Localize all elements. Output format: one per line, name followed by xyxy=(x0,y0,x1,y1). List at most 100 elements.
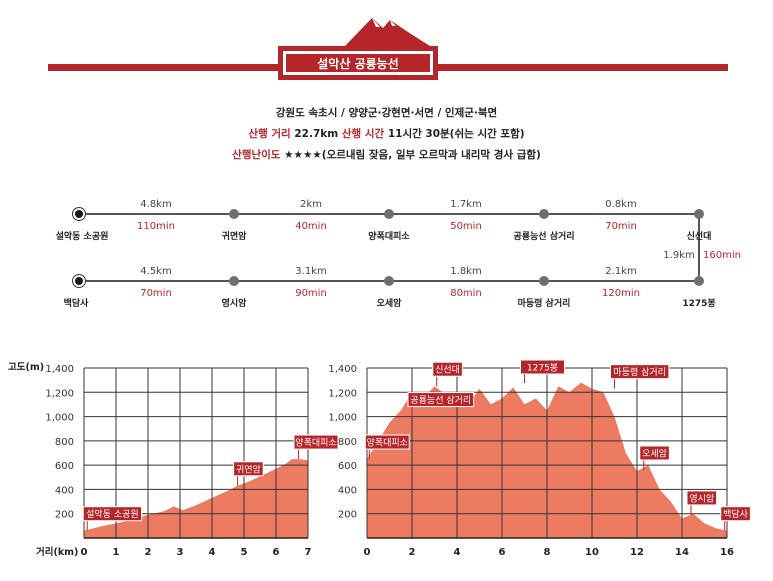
segment-distance: 0.8km xyxy=(605,199,637,210)
y-tick-label: 600 xyxy=(338,461,357,472)
route-node xyxy=(384,209,394,219)
y-tick-label: 1,400 xyxy=(45,364,74,375)
annotation-box xyxy=(720,506,751,522)
annotation-label: 마등령 삼거리 xyxy=(613,366,666,378)
segment-distance: 2.1km xyxy=(605,266,637,277)
segment-distance: 1.8km xyxy=(450,266,482,277)
x-tick-label: 6 xyxy=(499,547,506,558)
difficulty-label: 산행난이도 xyxy=(232,149,281,161)
route-point-label: 영시암 xyxy=(221,299,247,309)
x-tick-label: 1 xyxy=(113,547,120,558)
route-point-label: 백담사 xyxy=(63,299,89,309)
mountain-icon xyxy=(345,18,430,46)
annotation-box xyxy=(432,361,463,377)
y-tick-label: 200 xyxy=(338,510,357,521)
difficulty-line: 산행난이도 ★★★★(오르내림 잦음, 일부 오르막과 내리막 경사 급함) xyxy=(0,147,773,162)
x-tick-label: 4 xyxy=(454,547,461,558)
distance-time-line: 산행 거리 22.7km 산행 시간 11시간 30분(쉬는 시간 포함) xyxy=(0,126,773,141)
segment-time: 40min xyxy=(295,221,327,232)
annotation-label: 영시암 xyxy=(689,492,714,504)
annotation-box xyxy=(293,434,339,450)
region-text: 강원도 속초시 / 양양군·강현면·서면 / 인제군·북면 xyxy=(275,107,498,119)
segment-time: 70min xyxy=(140,288,172,299)
route-point-label: 1275봉 xyxy=(682,299,716,309)
segment-time: 120min xyxy=(602,288,640,299)
x-tick-label: 8 xyxy=(544,547,551,558)
annotation-label: 1275봉 xyxy=(527,363,558,374)
x-tick-label: 0 xyxy=(364,547,371,558)
x-tick-label: 2 xyxy=(409,547,416,558)
x-tick-label: 0 xyxy=(81,547,88,558)
annotation-box xyxy=(82,506,143,522)
route-node xyxy=(229,209,239,219)
connector-time: 160min xyxy=(703,250,741,261)
elevation-chart-2: 0 2 4 6 8 10 12 14 16 200 400 600 800 1,000 1,200 1,400… xyxy=(328,359,751,558)
route-node xyxy=(539,276,549,286)
annotation-label: 양폭대피소 xyxy=(295,438,336,449)
difficulty-value: ★★★★(오르내림 잦음, 일부 오르막과 내리막 경사 급함) xyxy=(284,149,541,161)
y-tick-label: 200 xyxy=(55,510,74,521)
route-node-end xyxy=(75,277,83,285)
x-tick-label: 5 xyxy=(241,547,248,558)
annotation-box xyxy=(407,392,475,408)
route-node xyxy=(694,276,704,286)
segment-time: 80min xyxy=(450,288,482,299)
x-axis-title: 거리(km) xyxy=(36,546,78,558)
annotation-label: 설악동 소공원 xyxy=(86,508,139,520)
segment-time: 70min xyxy=(605,221,637,232)
segment-distance: 3.1km xyxy=(295,266,327,277)
y-axis-title: 고도(m) xyxy=(8,362,44,373)
route-node xyxy=(539,209,549,219)
segment-distance: 4.5km xyxy=(140,266,172,277)
distance-label: 산행 거리 xyxy=(248,128,291,140)
page-title: 설악산 공룡능선 xyxy=(317,57,399,71)
annotation-box xyxy=(610,364,670,380)
segment-distance: 2km xyxy=(300,199,322,210)
annotation-label: 신선대 xyxy=(435,365,460,376)
annotation-label: 오세암 xyxy=(642,448,667,460)
elevation-charts: 0 1 2 3 4 5 6 72004006008001,0001,2001,400고도(m)… xyxy=(8,359,751,558)
x-tick-label: 3 xyxy=(177,547,184,558)
x-tick-label: 16 xyxy=(720,547,734,558)
time-label: 산행 시간 xyxy=(341,128,385,140)
annotation-box xyxy=(364,434,410,450)
x-tick-label: 10 xyxy=(585,547,599,558)
x-tick-label: 14 xyxy=(675,547,689,558)
y-tick-label: 400 xyxy=(338,485,357,496)
annotation-label: 양폭대피소 xyxy=(367,438,408,449)
segment-time: 90min xyxy=(295,288,327,299)
connector-distance: 1.9km xyxy=(663,250,695,261)
time-value: 11시간 30분(쉬는 시간 포함) xyxy=(387,128,525,140)
y-tick-label: 1,200 xyxy=(328,388,357,399)
route-node xyxy=(384,276,394,286)
route-point-label: 신선대 xyxy=(686,232,712,242)
annotation-box xyxy=(686,490,718,506)
elevation-chart-1: 0 1 2 3 4 5 6 7 200 400 600 800 1,000 1,200 1,400고도(m)… xyxy=(8,362,339,558)
y-tick-label: 800 xyxy=(55,437,74,448)
y-tick-label: 1,000 xyxy=(328,413,357,424)
segment-distance: 1.7km xyxy=(450,199,482,210)
route-point-label: 오세암 xyxy=(376,299,402,309)
annotation-label: 백담사 xyxy=(723,508,749,520)
x-tick-label: 6 xyxy=(273,547,280,558)
annotation-label: 귀연암 xyxy=(236,463,261,475)
route-node xyxy=(694,209,704,219)
y-tick-label: 1,200 xyxy=(45,388,74,399)
y-tick-label: 400 xyxy=(55,485,74,496)
y-tick-label: 1,000 xyxy=(45,413,74,424)
annotation-box xyxy=(520,359,565,375)
y-tick-label: 600 xyxy=(55,461,74,472)
annotation-label: 공룡능선 삼거리 xyxy=(410,395,471,406)
segment-distance: 4.8km xyxy=(140,199,172,210)
distance-value: 22.7km xyxy=(294,128,339,140)
y-tick-label: 1,400 xyxy=(328,364,357,375)
route-node-start xyxy=(75,210,83,218)
route-point-label: 공룡능선 삼거리 xyxy=(513,232,575,242)
x-tick-label: 12 xyxy=(630,547,644,558)
segment-time: 50min xyxy=(450,221,482,232)
route-point-label: 귀면암 xyxy=(221,232,247,242)
annotation-box xyxy=(233,461,264,477)
title-banner xyxy=(48,18,728,80)
route-point-label: 설악동 소공원 xyxy=(55,232,109,242)
route-point-label: 양폭대피소 xyxy=(368,232,410,242)
